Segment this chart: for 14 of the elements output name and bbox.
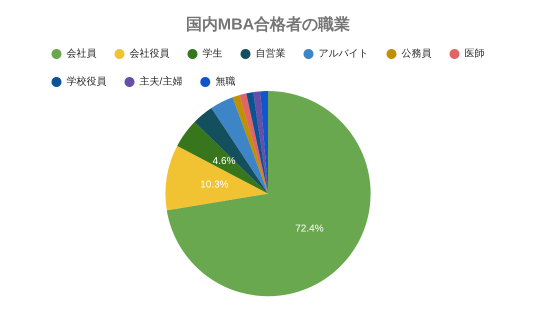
legend-label: 学校役員 xyxy=(66,76,106,88)
legend-label: 自営業 xyxy=(256,48,286,60)
legend-label: 医師 xyxy=(464,48,484,60)
legend-label: 学生 xyxy=(202,48,222,60)
chart-title: 国内MBA合格者の職業 xyxy=(186,16,350,34)
legend-label: アルバイト xyxy=(318,48,368,60)
data-label: 72.4% xyxy=(295,223,324,234)
data-label: 10.3% xyxy=(200,179,229,190)
legend-label: 会社員 xyxy=(66,48,96,60)
legend-label: 会社役員 xyxy=(130,48,170,60)
legend-label: 無職 xyxy=(215,76,236,88)
data-label: 4.6% xyxy=(212,156,236,168)
legend-label: 公務員 xyxy=(402,48,432,60)
legend-label: 主夫/主婦 xyxy=(140,76,182,88)
